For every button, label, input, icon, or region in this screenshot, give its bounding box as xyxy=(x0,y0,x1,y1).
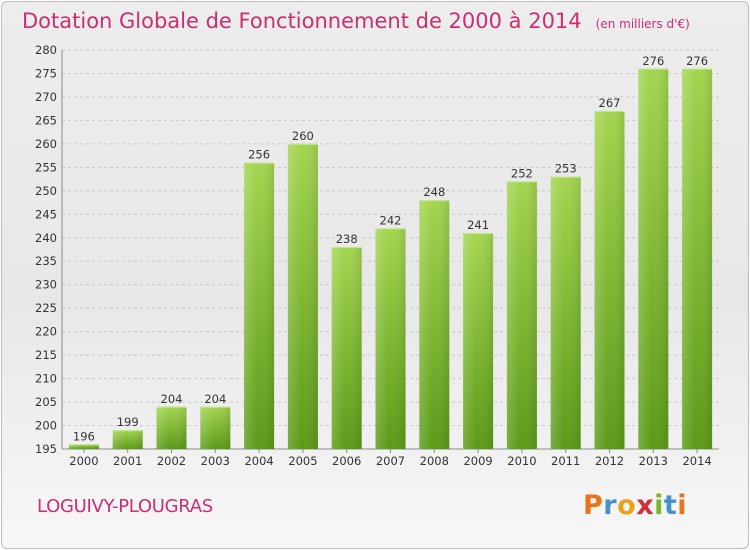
y-tick-label: 195 xyxy=(35,442,57,456)
chart-title: Dotation Globale de Fonctionnement de 20… xyxy=(22,9,582,33)
x-tick-label: 2008 xyxy=(420,454,449,468)
bar-shade xyxy=(112,430,143,449)
data-label: 242 xyxy=(380,213,402,227)
y-tick-label: 270 xyxy=(35,90,57,104)
x-tick-label: 2000 xyxy=(69,454,98,468)
bar-shade xyxy=(463,233,494,449)
y-tick-label: 220 xyxy=(35,325,57,339)
data-label: 204 xyxy=(204,392,226,406)
bar-shade xyxy=(419,200,450,449)
x-tick-label: 2010 xyxy=(507,454,536,468)
y-tick-label: 210 xyxy=(35,372,57,386)
x-tick-label: 2001 xyxy=(113,454,142,468)
axes: 195 200 205 210 215 220 225 230 235 240 245 250 255 2… xyxy=(35,43,719,468)
x-tick-label: 2013 xyxy=(639,454,668,468)
y-tick-label: 260 xyxy=(35,137,57,151)
brand-letter: i xyxy=(654,490,664,521)
x-tick-label: 2014 xyxy=(682,454,711,468)
data-label: 276 xyxy=(642,54,664,68)
data-label: 196 xyxy=(73,429,95,443)
data-label: 276 xyxy=(686,54,708,68)
bar-shade xyxy=(594,111,625,449)
x-tick-label: 2003 xyxy=(201,454,230,468)
bar-shade xyxy=(287,143,318,449)
bar-shade xyxy=(506,181,537,449)
bar-shade xyxy=(638,68,669,449)
data-label: 204 xyxy=(161,392,183,406)
y-tick-label: 265 xyxy=(35,113,57,127)
y-tick-label: 240 xyxy=(35,231,57,245)
data-label: 199 xyxy=(117,415,139,429)
bar-shade xyxy=(682,68,713,449)
title-row: Dotation Globale de Fonctionnement de 20… xyxy=(22,9,690,33)
y-tick-label: 235 xyxy=(35,254,57,268)
x-tick-label: 2011 xyxy=(551,454,580,468)
brand-letter: t xyxy=(663,490,678,521)
x-tick-label: 2002 xyxy=(157,454,186,468)
bar-shade xyxy=(244,162,275,450)
brand-letter: P xyxy=(583,490,604,521)
data-label: 253 xyxy=(555,162,577,176)
x-tick-label: 2005 xyxy=(288,454,317,468)
brand-logo[interactable]: Proxiti xyxy=(583,490,687,521)
y-tick-label: 200 xyxy=(35,419,57,433)
x-tick-label: 2006 xyxy=(332,454,361,468)
bar-shade xyxy=(200,406,231,449)
x-tick-label: 2009 xyxy=(463,454,492,468)
commune-name: LOGUIVY-PLOUGRAS xyxy=(37,496,213,517)
y-tick-label: 275 xyxy=(35,66,57,80)
bar-shade xyxy=(331,247,362,449)
y-tick-label: 225 xyxy=(35,301,57,315)
y-tick-label: 205 xyxy=(35,395,57,409)
y-tick-label: 250 xyxy=(35,184,57,198)
x-tick-label: 2004 xyxy=(244,454,273,468)
data-labels: 196 199 204 204 256 260 238 242 248 241 252 253 267 2… xyxy=(73,54,708,444)
data-label: 260 xyxy=(292,129,314,143)
brand-letter: r xyxy=(603,490,618,521)
bar-shade xyxy=(156,406,187,449)
brand-letter: x xyxy=(636,490,655,521)
data-label: 252 xyxy=(511,166,533,180)
data-label: 238 xyxy=(336,232,358,246)
data-label: 248 xyxy=(423,185,445,199)
y-tick-label: 280 xyxy=(35,43,57,57)
bars xyxy=(68,68,713,450)
bar-shade xyxy=(375,228,406,449)
y-tick-label: 215 xyxy=(35,348,57,362)
data-label: 267 xyxy=(599,96,621,110)
bar-shade xyxy=(68,444,99,449)
y-tick-label: 230 xyxy=(35,278,57,292)
y-tick-label: 255 xyxy=(35,160,57,174)
data-label: 241 xyxy=(467,218,489,232)
data-label: 256 xyxy=(248,148,270,162)
chart-subtitle: (en milliers d'€) xyxy=(595,17,690,31)
brand-letter: i xyxy=(677,490,688,521)
brand-letter: o xyxy=(617,490,637,521)
y-tick-label: 245 xyxy=(35,207,57,221)
x-tick-label: 2012 xyxy=(595,454,624,468)
bar-shade xyxy=(550,176,581,449)
x-tick-label: 2007 xyxy=(376,454,405,468)
